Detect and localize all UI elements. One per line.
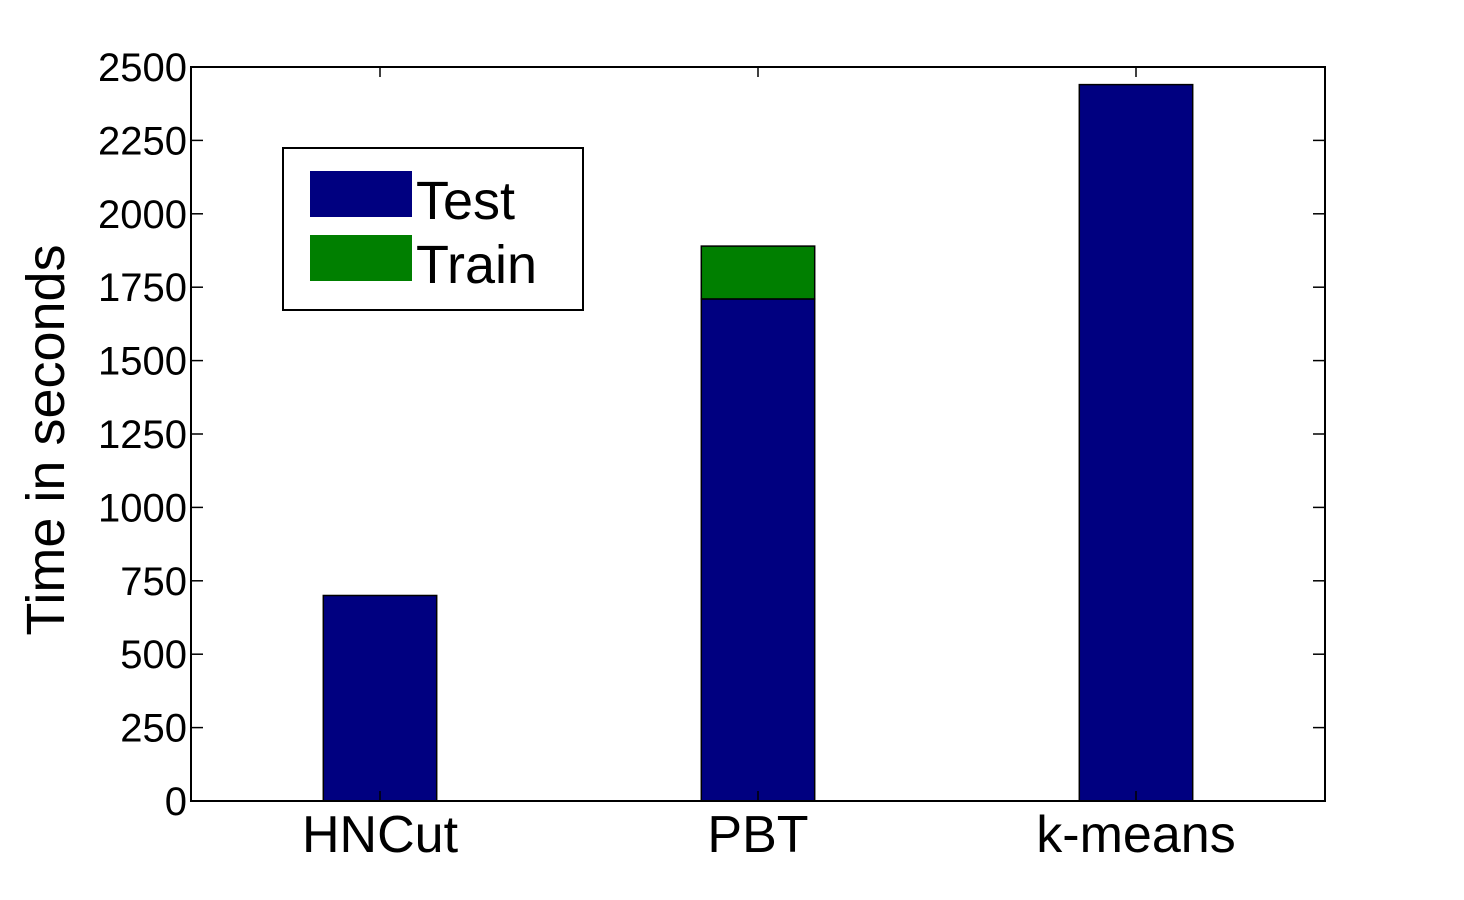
y-tick-label: 1750 [98,266,187,310]
y-tick-label: 2250 [98,119,187,163]
legend-label-test: Test [416,171,515,231]
bar-pbt-train [700,245,816,300]
x-tick-label: k-means [1036,806,1235,864]
legend-label-train: Train [416,235,537,295]
y-tick-label: 0 [165,780,187,824]
bars-group [322,83,1194,802]
y-tick-label: 750 [120,560,187,604]
bar-hncut-test [322,594,438,802]
legend-swatch-train [310,235,412,281]
y-ticks-group: 0 250 500 750 1000 1250 1500 1750 2000 2250 2500 [98,46,1325,824]
bar-k-means-test [1078,83,1194,802]
y-axis-label: Time in seconds [16,244,76,635]
plot-frame [190,66,1326,802]
y-tick-label: 2000 [98,193,187,237]
x-ticks-group: HNCut PBT k-means [302,67,1236,864]
x-tick-label: PBT [707,806,808,864]
x-tick-label: HNCut [302,806,459,864]
y-tick-label: 2500 [98,46,187,90]
legend-swatch-test [310,171,412,217]
y-tick-label: 250 [120,707,187,751]
y-tick-label: 1500 [98,340,187,384]
bar-pbt-test [700,298,816,802]
y-tick-label: 1250 [98,413,187,457]
y-tick-label: 500 [120,633,187,677]
y-tick-label: 1000 [98,486,187,530]
